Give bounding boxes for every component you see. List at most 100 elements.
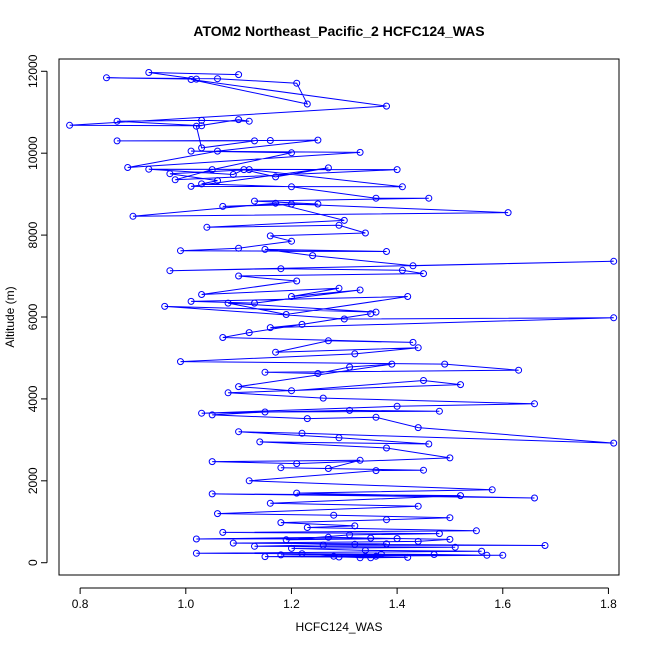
y-tick-label: 10000 <box>26 136 40 170</box>
data-point <box>288 200 295 208</box>
data-point <box>309 252 317 260</box>
data-point <box>261 368 269 376</box>
data-point <box>425 194 433 202</box>
data-point <box>277 519 285 527</box>
x-tick-label: 1.4 <box>389 597 406 611</box>
data-point <box>346 531 354 539</box>
data-point <box>288 183 295 191</box>
data-point <box>66 121 74 129</box>
data-point <box>451 543 459 551</box>
data-point <box>531 400 538 408</box>
data-point <box>531 494 538 502</box>
data-point <box>409 262 417 270</box>
data-point <box>282 311 290 318</box>
data-point <box>483 551 491 559</box>
data-point <box>171 176 179 184</box>
data-point <box>145 69 153 76</box>
data-point <box>288 544 295 552</box>
data-point <box>198 144 206 152</box>
data-point <box>361 546 369 554</box>
data-point <box>504 209 512 217</box>
data-point <box>293 489 301 497</box>
data-point <box>251 299 258 307</box>
data-point <box>214 75 221 83</box>
data-point <box>208 166 216 174</box>
y-axis: 0 2000 4000 6000 8000 10000 12000 <box>26 54 48 566</box>
data-point <box>187 182 195 190</box>
data-point <box>351 350 359 358</box>
data-point <box>335 434 343 442</box>
data-point <box>208 490 216 498</box>
data-point <box>420 377 427 384</box>
data-point <box>515 366 523 374</box>
data-point <box>245 117 253 125</box>
data-point <box>177 247 184 255</box>
data-point <box>335 284 343 292</box>
y-tick-label: 8000 <box>26 221 40 248</box>
data-point <box>324 337 332 345</box>
data-point <box>235 272 243 280</box>
data-point <box>393 535 401 543</box>
y-tick-label: 12000 <box>26 54 40 88</box>
data-point <box>293 79 301 87</box>
data-point <box>192 75 200 83</box>
data-point <box>298 429 306 437</box>
data-point <box>356 286 364 294</box>
data-point <box>166 267 174 275</box>
data-point <box>235 116 243 124</box>
data-point <box>446 535 454 543</box>
data-point <box>266 137 274 144</box>
data-point <box>324 164 332 172</box>
data-point <box>499 551 507 559</box>
data-point <box>303 415 311 423</box>
series-layer <box>66 69 618 562</box>
chart-title: ATOM2 Northeast_Pacific_2 HCFC124_WAS <box>193 23 484 39</box>
data-point <box>324 533 332 541</box>
data-point <box>472 527 480 535</box>
data-point <box>404 553 412 561</box>
y-tick-label: 6000 <box>26 303 40 330</box>
data-point <box>340 315 348 323</box>
data-point <box>261 245 269 253</box>
data-point <box>414 537 422 545</box>
data-point <box>361 229 369 237</box>
data-point <box>198 116 206 124</box>
data-point <box>192 549 200 557</box>
data-point <box>430 551 438 558</box>
data-point <box>198 180 206 188</box>
data-point <box>383 540 390 548</box>
data-point <box>446 454 454 462</box>
data-point <box>266 499 274 507</box>
data-point <box>367 534 375 542</box>
data-point <box>214 147 221 155</box>
x-tick-label: 1.0 <box>177 597 194 611</box>
data-point <box>145 165 153 173</box>
data-point <box>187 297 195 305</box>
data-point <box>372 194 380 202</box>
data-point <box>388 360 396 368</box>
data-point <box>219 202 227 210</box>
x-tick-label: 1.8 <box>600 597 617 611</box>
data-point <box>272 199 280 207</box>
data-point <box>610 314 618 322</box>
data-point <box>224 389 232 397</box>
data-point <box>446 514 454 522</box>
data-point <box>288 149 295 157</box>
data-point <box>610 439 618 447</box>
data-point <box>256 438 264 446</box>
x-tick-label: 0.8 <box>72 597 89 611</box>
data-point <box>288 387 295 395</box>
data-point <box>208 458 216 466</box>
data-point <box>277 464 285 472</box>
data-point <box>293 277 301 285</box>
data-point <box>235 428 243 436</box>
data-point <box>383 444 390 452</box>
data-point <box>214 177 221 185</box>
data-point <box>235 383 243 391</box>
x-axis: 0.8 1.0 1.2 1.4 1.6 1.8 <box>72 587 617 611</box>
data-point <box>346 363 354 371</box>
x-tick-label: 1.2 <box>283 597 300 611</box>
data-point <box>229 539 237 547</box>
data-point <box>541 542 549 549</box>
data-point <box>404 293 412 300</box>
